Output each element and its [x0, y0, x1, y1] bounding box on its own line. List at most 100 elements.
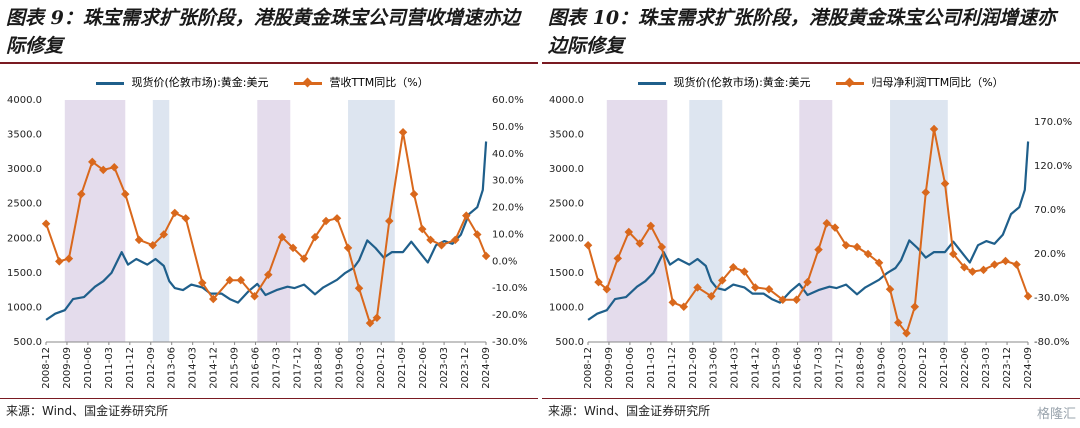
series-point-metric — [718, 276, 727, 285]
y-right-tick-label: 40.0% — [492, 149, 524, 160]
shaded-period — [890, 100, 948, 342]
y-left-tick-label: 4000.0 — [7, 95, 42, 106]
x-tick-label: 2016-06 — [793, 347, 804, 389]
x-tick-label: 2024-09 — [481, 347, 492, 389]
series-point-metric — [841, 240, 851, 250]
panel-divider — [538, 0, 542, 428]
legend-item-metric: 归母净利润TTM同比（%） — [836, 74, 1004, 90]
x-tick-label: 2012-09 — [688, 347, 699, 389]
series-point-metric — [602, 284, 612, 294]
x-tick-label: 2014-12 — [209, 347, 220, 389]
x-tick-label: 2011-03 — [104, 347, 115, 389]
y-left-tick-label: 500.0 — [13, 337, 42, 348]
x-tick-label: 2015-09 — [230, 347, 241, 389]
series-point-metric — [159, 230, 169, 239]
series-point-metric — [830, 223, 840, 232]
x-tick-label: 2017-12 — [834, 347, 845, 389]
y-left-tick-label: 1500.0 — [549, 268, 584, 279]
y-right-tick-label: 120.0% — [1034, 161, 1072, 172]
series-point-metric — [583, 240, 593, 250]
series-point-metric — [181, 214, 191, 223]
y-right-tick-label: -20.0% — [492, 310, 527, 321]
shaded-period — [689, 100, 723, 342]
series-point-metric — [198, 278, 207, 288]
x-tick-label: 2014-03 — [188, 347, 199, 389]
legend-swatch-metric — [294, 77, 322, 87]
legend-label-metric: 营收TTM同比（%） — [329, 76, 429, 89]
chart-plot-profit: 4000.0 3500.0 3000.0 2500.0 2000.0 1500.0 1000… — [549, 95, 1072, 389]
series-point-metric — [310, 232, 320, 242]
series-point-metric — [929, 124, 939, 134]
chart-panel-revenue: 图表 9：珠宝需求扩张阶段，港股黄金珠宝公司营收增速亦边际修复 现货价(伦敦市场… — [0, 0, 538, 428]
legend-swatch-metric — [836, 77, 864, 87]
series-point-metric — [707, 291, 716, 301]
watermark-logo: 格隆汇 — [1036, 407, 1076, 422]
series-point-metric — [1012, 260, 1021, 269]
x-tick-label: 2023-03 — [981, 347, 992, 389]
x-tick-label: 2021-09 — [939, 347, 950, 389]
x-tick-label: 2017-03 — [813, 347, 824, 389]
x-tick-label: 2013-06 — [709, 347, 720, 389]
x-tick-label: 2023-12 — [460, 347, 471, 389]
x-tick-label: 2017-03 — [271, 347, 282, 389]
chart-legend: 现货价(伦敦市场):黄金:美元 归母净利润TTM同比（%） — [638, 74, 1026, 92]
series-point-metric — [41, 219, 51, 228]
x-tick-label: 2016-06 — [251, 347, 262, 389]
y-right-tick-label: 170.0% — [1034, 117, 1072, 128]
series-point-metric — [894, 318, 903, 327]
y-right-tick-label: -30.0% — [1034, 293, 1069, 304]
shaded-period — [606, 100, 668, 342]
series-point-metric — [863, 249, 873, 259]
y-left-tick-label: 3500.0 — [549, 130, 584, 141]
series-point-metric — [451, 235, 460, 245]
x-tick-label: 2018-09 — [313, 347, 324, 389]
chart-source: 来源：Wind、国金证券研究所 — [6, 404, 169, 418]
x-tick-label: 2019-06 — [876, 347, 887, 389]
series-point-metric — [64, 254, 74, 263]
chart-plot-revenue: 4000.0 3500.0 3000.0 2500.0 2000.0 1500.0 1000… — [7, 95, 527, 389]
series-point-metric — [398, 128, 408, 137]
y-left-tick-label: 1000.0 — [7, 302, 42, 313]
series-point-metric — [792, 295, 801, 305]
y-left-tick-label: 2500.0 — [7, 199, 42, 210]
x-tick-label: 2009-09 — [604, 347, 615, 389]
x-tick-label: 2022-06 — [960, 347, 971, 389]
series-point-metric — [740, 267, 749, 276]
series-point-metric — [299, 254, 309, 263]
series-point-metric — [372, 313, 382, 323]
series-point-metric — [613, 254, 623, 263]
series-point-metric — [321, 216, 331, 226]
series-point-metric — [874, 258, 884, 268]
series-point-metric — [121, 189, 130, 199]
chart-panel-profit: 图表 10：珠宝需求扩张阶段，港股黄金珠宝公司利润增速亦边际修复 现货价(伦敦市… — [542, 0, 1080, 428]
legend-label-metric: 归母净利润TTM同比（%） — [871, 76, 1004, 89]
x-tick-label: 2020-03 — [355, 347, 366, 389]
series-point-metric — [764, 284, 774, 294]
y-right-tick-label: -10.0% — [492, 283, 527, 294]
series-point-metric — [921, 188, 931, 197]
legend-swatch-gold — [638, 81, 666, 85]
y-right-tick-label: -80.0% — [1034, 337, 1069, 348]
series-point-metric — [426, 235, 435, 245]
y-right-tick-label: 70.0% — [1034, 205, 1066, 216]
y-right-tick-label: 20.0% — [1034, 249, 1066, 260]
series-point-metric — [134, 235, 144, 245]
x-tick-label: 2017-12 — [292, 347, 303, 389]
chart-title: 图表 9：珠宝需求扩张阶段，港股黄金珠宝公司营收增速亦边际修复 — [6, 7, 520, 57]
series-point-metric — [250, 292, 259, 301]
shaded-period — [257, 100, 291, 342]
x-tick-label: 2011-12 — [125, 347, 136, 389]
series-point-metric — [462, 211, 471, 220]
series-point-metric — [418, 224, 427, 234]
series-point-metric — [679, 302, 689, 312]
chart-title: 图表 10：珠宝需求扩张阶段，港股黄金珠宝公司利润增速亦边际修复 — [548, 7, 1057, 57]
series-point-metric — [668, 298, 678, 307]
series-point-metric — [365, 318, 375, 328]
y-right-tick-label: 0.0% — [492, 256, 517, 267]
series-point-metric — [55, 257, 64, 266]
series-point-metric — [822, 218, 832, 228]
y-left-tick-label: 2000.0 — [549, 233, 584, 244]
x-tick-label: 2013-06 — [167, 347, 178, 389]
series-point-metric — [803, 277, 812, 287]
series-point-metric — [852, 242, 862, 252]
